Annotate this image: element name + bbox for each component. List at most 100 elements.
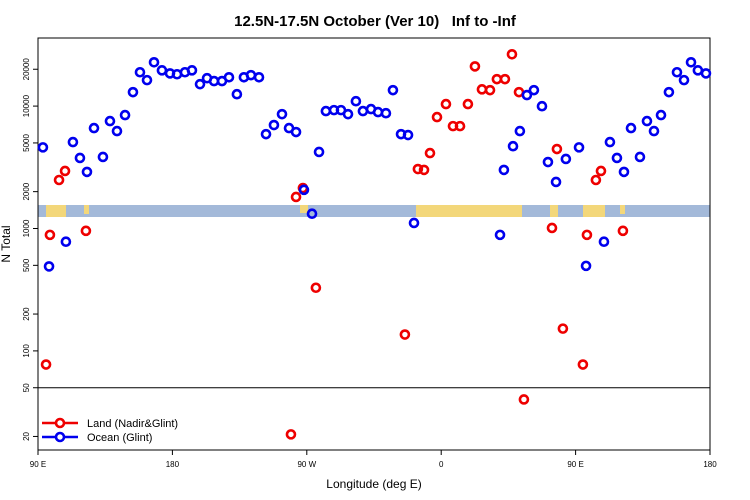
y-tick-label: 10000 <box>22 94 31 117</box>
y-axis-label: N Total <box>0 225 13 262</box>
point <box>528 84 540 96</box>
point <box>53 174 65 186</box>
point <box>618 166 630 178</box>
point <box>43 261 55 272</box>
map-strip <box>38 205 710 217</box>
point <box>440 98 452 110</box>
point <box>44 229 56 241</box>
point <box>88 122 100 134</box>
point <box>431 111 443 123</box>
point <box>310 282 322 294</box>
point <box>223 71 235 83</box>
point <box>298 184 310 196</box>
land-strip <box>300 205 308 213</box>
point <box>253 71 265 83</box>
point <box>551 143 563 155</box>
y-tick-label: 20000 <box>22 58 31 81</box>
point <box>604 136 616 148</box>
x-tick-label: 0 <box>439 460 444 469</box>
chart-title: 12.5N-17.5N October (Ver 10) Inf to -Inf <box>234 13 517 30</box>
point <box>111 125 123 137</box>
point <box>648 125 660 137</box>
point <box>268 119 280 131</box>
y-tick-label: 100 <box>22 344 31 358</box>
point <box>60 236 72 248</box>
point <box>625 122 637 134</box>
land-strip <box>620 205 625 214</box>
point <box>424 147 436 159</box>
point <box>97 151 109 163</box>
point <box>581 229 593 241</box>
point <box>663 86 675 98</box>
point <box>462 98 474 110</box>
land-strip <box>416 205 522 217</box>
point <box>655 109 667 121</box>
point <box>550 176 562 188</box>
x-axis-label: Longitude (deg E) <box>326 477 421 491</box>
point <box>313 146 325 158</box>
point <box>580 260 592 272</box>
legend-marker <box>54 417 66 429</box>
point <box>402 129 414 141</box>
point <box>634 151 646 163</box>
plot-frame <box>37 37 711 451</box>
point <box>484 84 496 96</box>
point <box>506 48 518 60</box>
point <box>260 128 272 140</box>
ocean-strip <box>38 205 710 217</box>
point <box>285 429 297 440</box>
point <box>641 115 653 127</box>
point <box>498 164 510 176</box>
point <box>499 73 511 85</box>
point <box>700 68 712 79</box>
y-tick-label: 50 <box>22 383 31 392</box>
y-tick-label: 2000 <box>22 182 31 200</box>
point <box>37 142 49 153</box>
point <box>518 394 530 405</box>
point <box>399 329 411 340</box>
point <box>418 164 430 176</box>
point <box>380 107 392 119</box>
legend-label: Land (Nadir&Glint) <box>87 418 178 430</box>
y-tick-label: 500 <box>22 258 31 272</box>
legend-marker <box>54 431 66 443</box>
point <box>536 100 548 112</box>
point <box>590 174 602 186</box>
point <box>595 165 607 177</box>
point <box>611 152 623 164</box>
series <box>37 56 712 272</box>
land-strip <box>84 205 89 214</box>
point <box>119 109 131 121</box>
x-tick-label: 90 W <box>297 460 316 469</box>
point <box>342 108 354 120</box>
point <box>81 166 93 178</box>
point <box>412 163 424 175</box>
point <box>59 165 71 177</box>
point <box>276 108 288 120</box>
point <box>494 229 506 241</box>
point <box>231 88 243 100</box>
point <box>74 152 86 164</box>
y-tick-label: 200 <box>22 307 31 321</box>
point <box>134 66 146 78</box>
point <box>617 225 629 237</box>
y-tick-label: 1000 <box>22 219 31 237</box>
x-tick-label: 90 E <box>567 460 583 469</box>
point <box>408 217 420 229</box>
land-strip <box>583 205 605 217</box>
point <box>573 142 585 153</box>
point <box>514 125 526 137</box>
point <box>290 191 302 203</box>
x-tick-label: 90 E <box>30 460 46 469</box>
point <box>290 126 302 138</box>
land-strip <box>46 205 66 217</box>
legend-label: Ocean (Glint) <box>87 432 152 444</box>
point <box>127 86 139 98</box>
point <box>350 95 362 107</box>
point <box>560 153 572 165</box>
point <box>306 208 318 220</box>
point <box>546 222 558 234</box>
point <box>469 61 481 72</box>
